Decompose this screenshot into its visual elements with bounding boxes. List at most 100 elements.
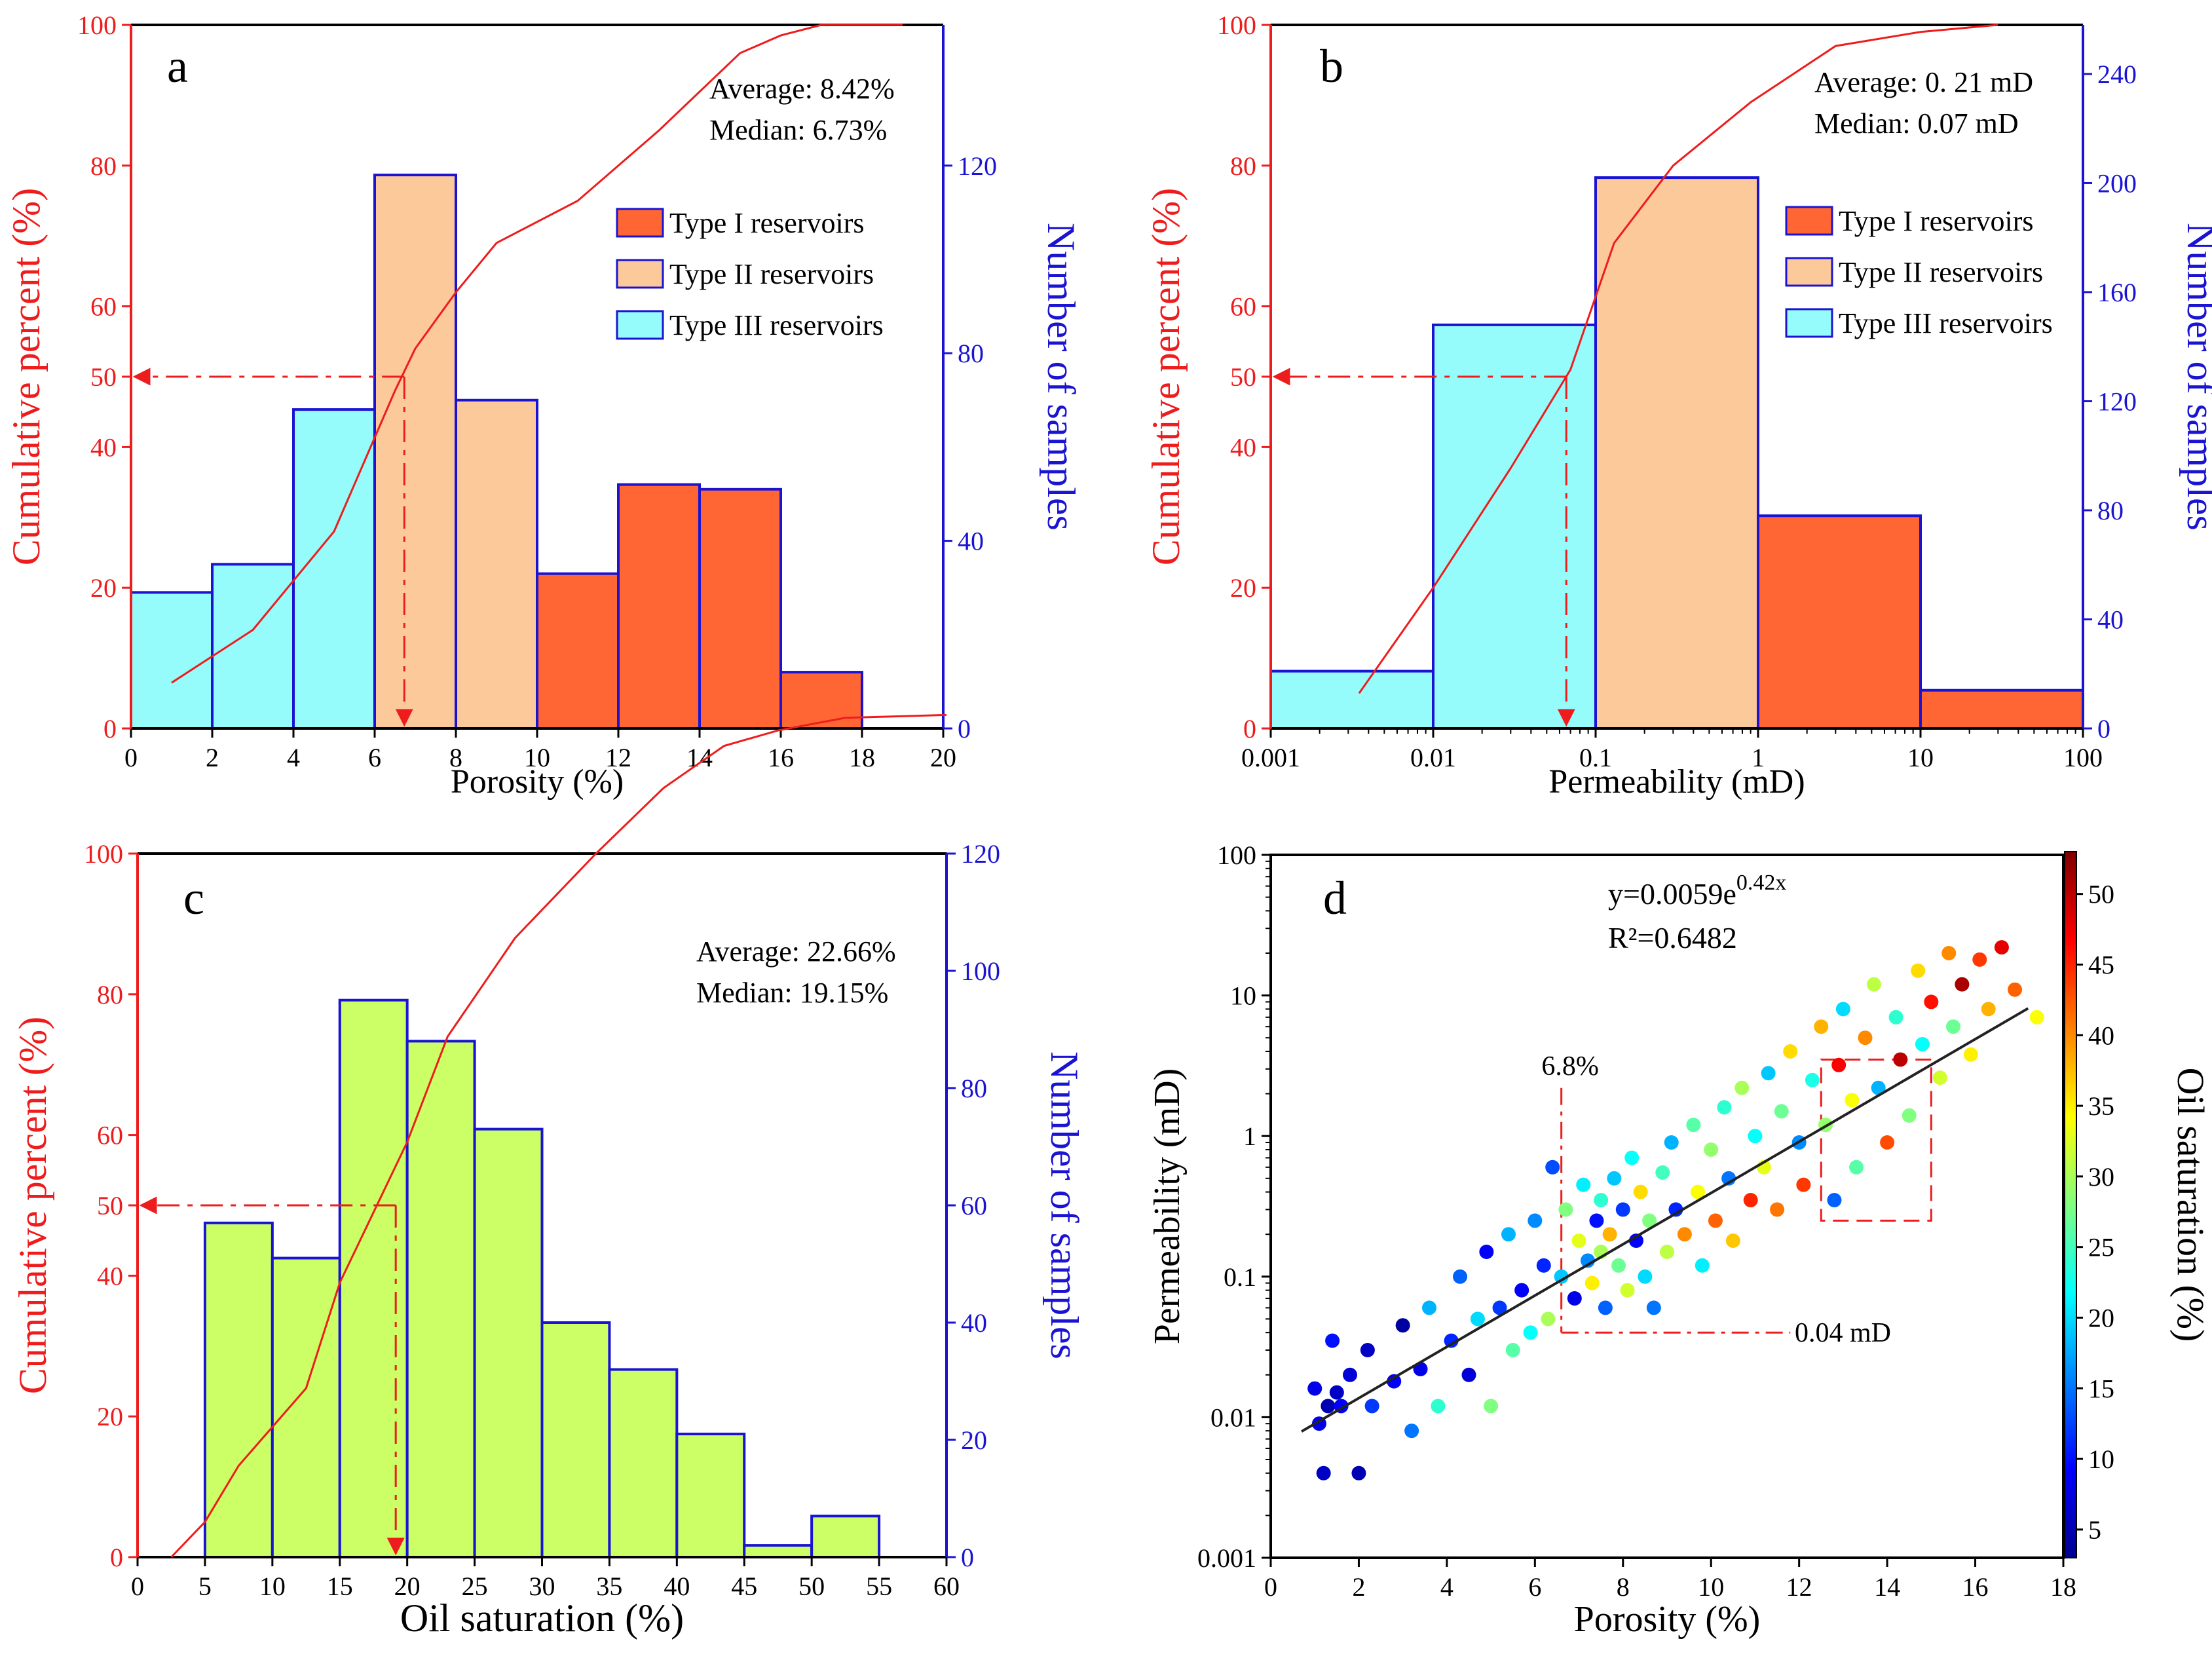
x-tick-label: 15 <box>327 1572 353 1601</box>
scatter-point <box>1686 1118 1701 1133</box>
left-tick-label: 80 <box>1230 151 1256 181</box>
scatter-point <box>1655 1165 1670 1180</box>
panel-letter: c <box>183 872 204 924</box>
scatter-point <box>1404 1423 1419 1439</box>
left-tick-label: 50 <box>90 362 117 392</box>
scatter-point <box>1734 1080 1750 1095</box>
colorbar <box>2064 851 2077 1558</box>
scatter-point <box>1774 1104 1789 1119</box>
histogram-bar-7 <box>608 1368 679 1559</box>
scatter-point <box>1911 963 1926 978</box>
scatter-point <box>1664 1135 1679 1150</box>
permeability-cutoff-label: 0.04 mD <box>1795 1318 1891 1348</box>
x-tick-label: 10 <box>1698 1572 1724 1602</box>
right-tick-label: 40 <box>958 527 984 556</box>
x-tick-label: 4 <box>1440 1572 1453 1602</box>
x-tick-label: 1 <box>1752 743 1765 772</box>
scatter-point <box>1444 1333 1459 1348</box>
histogram-bar-3 <box>1594 176 1759 730</box>
stats-line-1: Average: 22.66% <box>696 935 896 968</box>
stats-line-2: Median: 6.73% <box>709 114 887 146</box>
x-tick-label: 16 <box>768 743 794 772</box>
colorbar-tick-label: 10 <box>2088 1444 2114 1474</box>
scatter-point <box>1321 1399 1336 1414</box>
x-tick-label: 2 <box>206 743 219 772</box>
stats-line-1: Average: 0. 21 mD <box>1814 66 2033 98</box>
scatter-point <box>1514 1283 1529 1298</box>
x-axis-title: Porosity (%) <box>451 763 624 801</box>
equation-exponent: 0.42x <box>1736 871 1787 895</box>
left-tick-label: 100 <box>77 10 117 40</box>
scatter-point <box>1584 1275 1600 1291</box>
scatter-point <box>1431 1399 1446 1414</box>
scatter-point <box>1620 1283 1635 1298</box>
histogram-bar-8 <box>698 487 782 730</box>
histogram-bar-1 <box>130 591 214 730</box>
y-axis-title-left: Cumulative percent (%) <box>5 188 48 565</box>
left-tick-label: 60 <box>90 292 117 322</box>
x-axis-title: Porosity (%) <box>1574 1599 1761 1640</box>
porosity-cutoff-label: 6.8% <box>1541 1051 1599 1082</box>
scatter-point <box>1924 994 1939 1009</box>
legend-swatch-1 <box>616 208 664 238</box>
scatter-point <box>1528 1213 1543 1228</box>
scatter-point <box>1316 1465 1331 1480</box>
scatter-point <box>2029 1009 2044 1025</box>
legend-swatch-2 <box>1785 257 1833 287</box>
scatter-point <box>1461 1367 1476 1382</box>
x-tick-label: 0 <box>1264 1572 1277 1602</box>
legend-swatch-2 <box>616 259 664 289</box>
y-axis-title-right: Number of samples <box>2179 223 2212 531</box>
scatter-point <box>1523 1325 1538 1340</box>
y-tick-label: 0.01 <box>1210 1403 1256 1432</box>
x-axis-title: Permeability (mD) <box>1548 763 1805 801</box>
scatter-point <box>1963 1047 1978 1062</box>
stats-line-2: Median: 19.15% <box>696 977 888 1009</box>
histogram-bar-4 <box>373 174 457 730</box>
legend-label-3: Type III reservoirs <box>669 309 884 341</box>
panel-letter: a <box>167 40 188 92</box>
right-tick-label: 40 <box>2097 605 2124 634</box>
x-tick-label: 20 <box>394 1572 421 1601</box>
x-tick-label: 40 <box>664 1572 690 1601</box>
scatter-point <box>1761 1066 1776 1081</box>
x-tick-label: 8 <box>1617 1572 1630 1602</box>
right-tick-label: 100 <box>961 956 1000 986</box>
left-tick-label: 40 <box>97 1261 123 1291</box>
x-tick-label: 5 <box>198 1572 212 1601</box>
histogram-bar-5 <box>455 398 538 730</box>
colorbar-tick-label: 5 <box>2088 1515 2101 1545</box>
scatter-point <box>1814 1019 1829 1034</box>
colorbar-tick-label: 40 <box>2088 1021 2114 1050</box>
x-tick-label: 4 <box>287 743 300 772</box>
colorbar-title: Oil saturation (%) <box>2169 1068 2212 1342</box>
scatter-point <box>1646 1300 1661 1315</box>
legend-label-1: Type I reservoirs <box>669 207 864 239</box>
right-tick-label: 160 <box>2097 278 2137 307</box>
left-tick-label: 40 <box>90 432 117 462</box>
scatter-point <box>1554 1269 1569 1284</box>
scatter-point <box>1941 945 1957 960</box>
x-tick-label: 0.1 <box>1579 743 1612 772</box>
right-tick-label: 200 <box>2097 168 2137 198</box>
right-tick-label: 120 <box>2097 386 2137 416</box>
scatter-point <box>1770 1202 1785 1217</box>
colorbar-tick-label: 35 <box>2088 1091 2114 1121</box>
legend-swatch-3 <box>616 310 664 340</box>
right-tick-label: 0 <box>958 714 971 744</box>
x-tick-label: 35 <box>596 1572 622 1601</box>
left-tick-label: 20 <box>1230 573 1256 603</box>
scatter-point <box>1594 1193 1609 1208</box>
scatter-point <box>1567 1291 1582 1306</box>
histogram-bar-10 <box>810 1515 881 1559</box>
x-tick-label: 14 <box>1874 1572 1900 1602</box>
x-axis-title: Oil saturation (%) <box>400 1596 684 1640</box>
colorbar-tick-label: 50 <box>2088 880 2114 909</box>
x-tick-label: 10 <box>259 1572 286 1601</box>
x-tick-label: 55 <box>866 1572 892 1601</box>
scatter-point <box>1492 1300 1507 1315</box>
y-tick-label: 10 <box>1230 981 1256 1011</box>
histogram-bar-4 <box>1757 514 1922 730</box>
scatter-point <box>1642 1213 1657 1228</box>
histogram-bar-6 <box>540 1321 611 1558</box>
